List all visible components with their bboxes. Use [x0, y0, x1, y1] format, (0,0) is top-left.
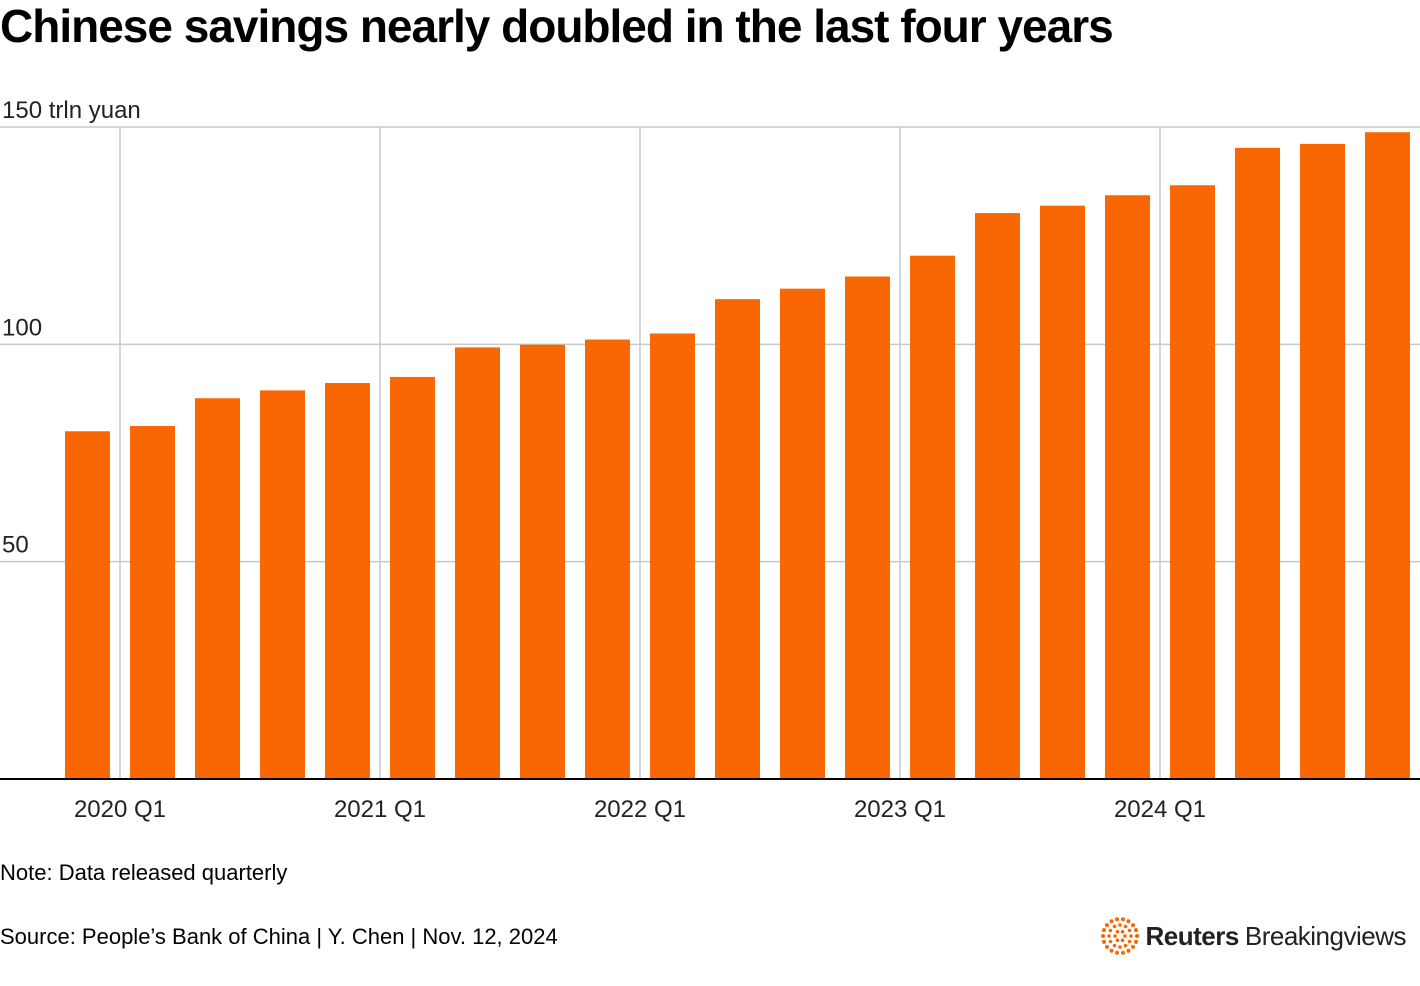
logo-dot: [1134, 934, 1139, 938]
logo-dot: [1101, 939, 1106, 944]
brand-name-bold: Reuters: [1145, 920, 1240, 951]
bar: [910, 255, 955, 780]
logo-dot: [1133, 928, 1138, 933]
y-tick-label: 100: [2, 314, 42, 341]
logo-dot: [1109, 948, 1114, 953]
reuters-dots-logo-icon: [1100, 917, 1139, 955]
x-tick-label: 2022 Q1: [594, 796, 686, 823]
logo-dot: [1112, 943, 1116, 948]
logo-dot: [1122, 934, 1127, 938]
bar: [195, 398, 240, 779]
bar: [1105, 195, 1150, 779]
bar: [325, 383, 370, 779]
x-tick-label: 2024 Q1: [1114, 796, 1206, 823]
bar: [65, 431, 110, 779]
x-tick-label: 2021 Q1: [334, 796, 426, 823]
label-layer: 150 trln yuan 100 50 2020 Q1 2021 Q1 2022 Q1 2…: [0, 97, 1420, 823]
bar: [520, 344, 565, 779]
logo-dot: [1114, 950, 1119, 955]
logo-dot: [1100, 934, 1105, 938]
bar: [585, 339, 630, 779]
bar: [390, 376, 435, 779]
bar: [455, 347, 500, 779]
logo-dot: [1117, 923, 1122, 927]
logo-dot: [1106, 934, 1111, 938]
logo-dot: [1114, 917, 1119, 922]
bar: [1170, 185, 1215, 779]
logo-dot: [1130, 923, 1135, 928]
logo-dot: [1108, 939, 1112, 944]
logo-dot: [1120, 950, 1125, 955]
bar: [780, 288, 825, 779]
brand-name-regular: Breakingviews: [1244, 920, 1407, 951]
logo-dot: [1115, 938, 1119, 943]
logo-dot: [1112, 934, 1117, 938]
logo-dot: [1127, 939, 1131, 944]
bar: [1235, 147, 1280, 779]
bar: [1365, 132, 1410, 779]
chart-title: Chinese savings nearly doubled in the la…: [0, 0, 1114, 52]
x-tick-label: 2023 Q1: [854, 796, 946, 823]
bar: [650, 333, 695, 779]
bar: [1300, 143, 1345, 779]
logo-dot: [1115, 929, 1119, 934]
brand-logo: Reuters Breakingviews: [1100, 916, 1407, 956]
chart-note: Note: Data released quarterly: [0, 860, 288, 885]
chart-source: Source: People’s Bank of China | Y. Chen…: [0, 924, 558, 949]
bar: [1040, 205, 1085, 779]
y-tick-label: 50: [2, 532, 29, 559]
logo-dot: [1127, 928, 1131, 933]
logo-dot: [1104, 944, 1109, 949]
logo-dot: [1112, 924, 1116, 929]
logo-dot: [1109, 919, 1114, 924]
logo-dot: [1117, 945, 1122, 949]
logo-dot: [1120, 929, 1124, 934]
bar: [845, 276, 890, 779]
logo-dot: [1120, 938, 1124, 943]
logo-dot: [1126, 948, 1131, 953]
bar-layer: [65, 132, 1410, 780]
logo-dot: [1123, 943, 1127, 948]
logo-dot: [1120, 917, 1125, 922]
logo-dot: [1130, 944, 1135, 949]
bar: [260, 390, 305, 779]
y-tick-label: 150 trln yuan: [2, 97, 141, 124]
logo-dot: [1108, 928, 1112, 933]
logo-dot: [1123, 924, 1127, 929]
logo-dot: [1104, 923, 1109, 928]
bar: [130, 426, 175, 779]
bar: [975, 213, 1020, 780]
logo-dot: [1101, 928, 1106, 933]
logo-dot: [1133, 939, 1138, 944]
bar: [715, 299, 760, 779]
logo-dot: [1128, 934, 1133, 938]
x-tick-label: 2020 Q1: [74, 796, 166, 823]
logo-dot: [1126, 919, 1131, 924]
